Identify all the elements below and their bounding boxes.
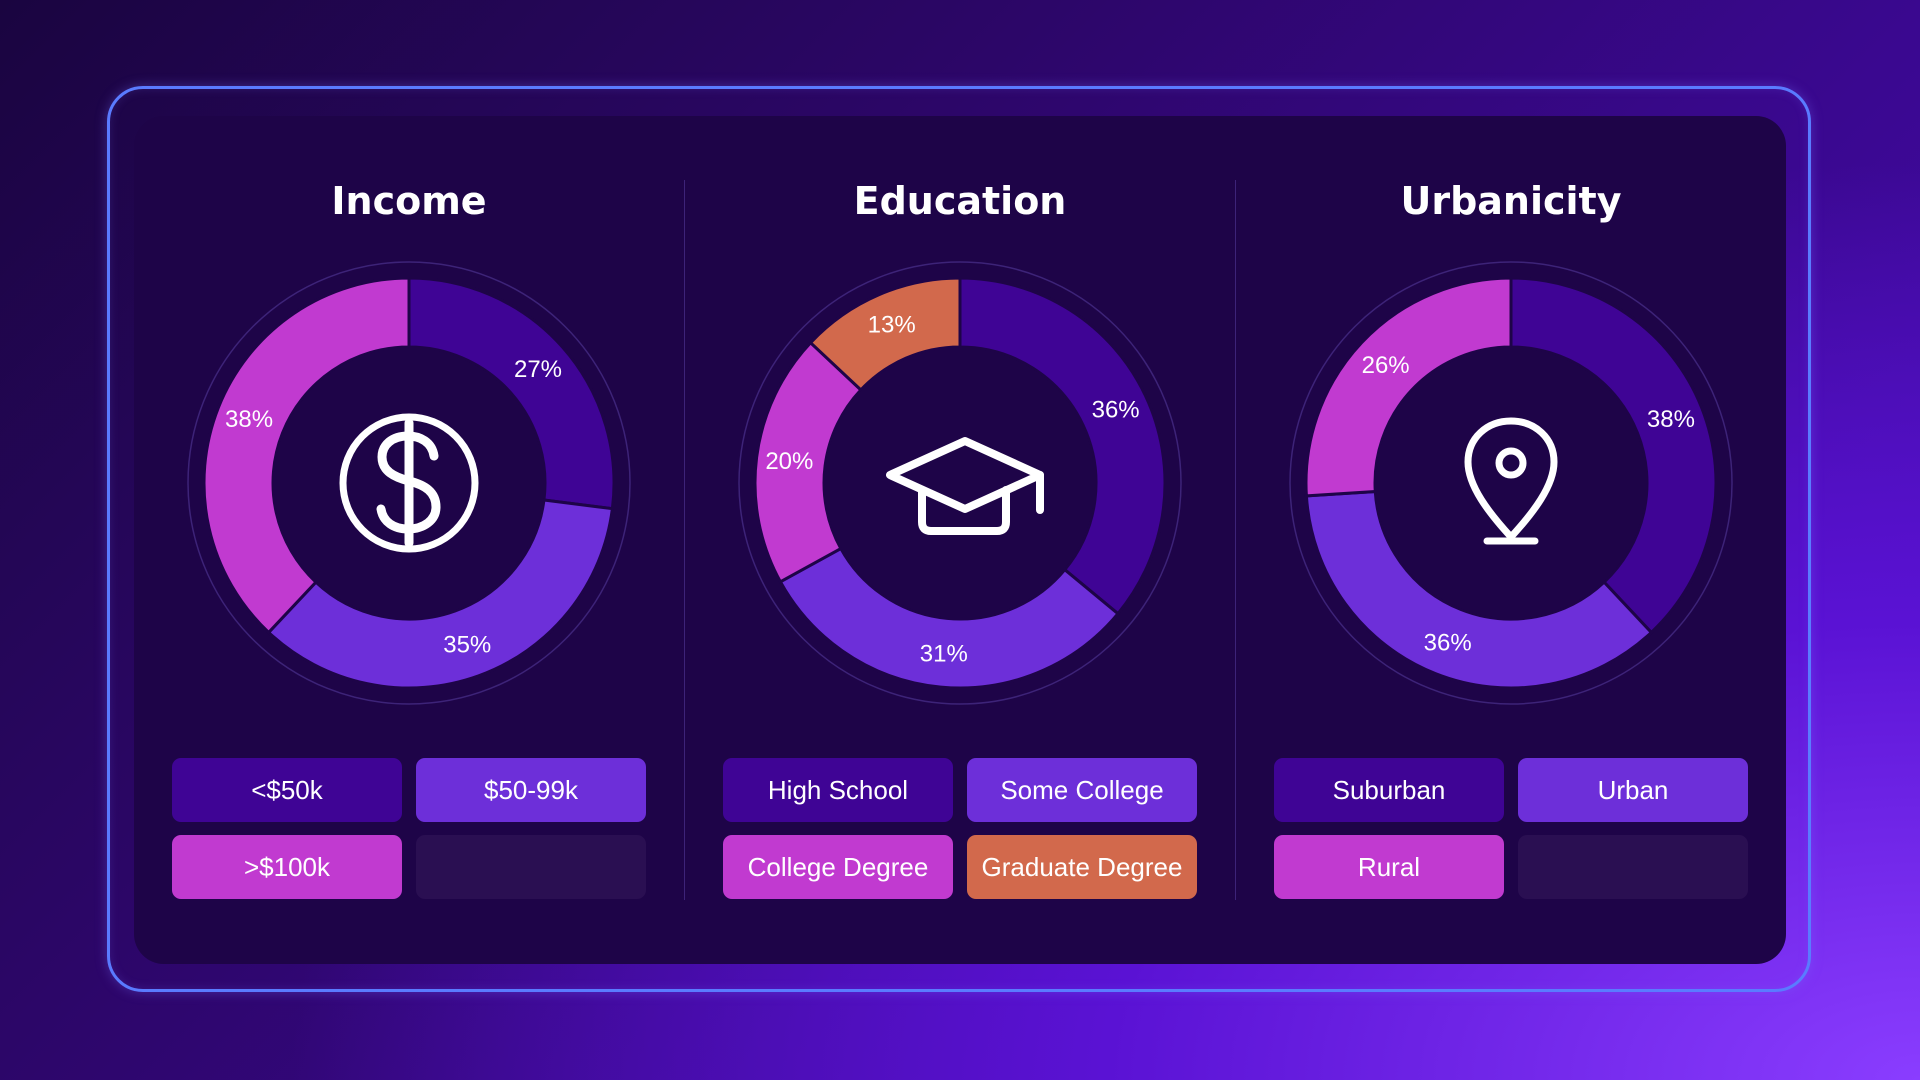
- income-title: Income: [331, 179, 487, 223]
- legend-item-over-100k[interactable]: >$100k: [172, 835, 402, 899]
- data-label-50-99k: 35%: [443, 631, 491, 658]
- education-panel: Education 36% 31% 20% 13% High School Some …: [685, 0, 1235, 1080]
- legend-item-suburban[interactable]: Suburban: [1274, 758, 1504, 822]
- legend-empty-slot: [416, 835, 646, 899]
- graduation-cap-icon: [886, 437, 1044, 535]
- dollar-icon: [339, 413, 479, 553]
- panel-divider: [684, 180, 685, 900]
- income-panel: Income 27% 35% 38% <$50k $50-99k >$100k: [134, 0, 684, 1080]
- data-label-suburban: 38%: [1647, 406, 1695, 433]
- donut-segment-some-college: [778, 546, 1121, 690]
- legend-item-some-college[interactable]: Some College: [967, 758, 1197, 822]
- education-title: Education: [853, 179, 1067, 223]
- data-label-100k: 38%: [225, 406, 273, 433]
- donut-segment-100k: [202, 276, 411, 635]
- donut-outer-ring: [738, 261, 1182, 705]
- income-donut-chart: 27% 35% 38%: [187, 261, 631, 705]
- urbanicity-donut-chart: 38% 36% 26%: [1289, 261, 1733, 705]
- legend-item-high-school[interactable]: High School: [723, 758, 953, 822]
- donut-segment-graduate-degree: [808, 276, 962, 393]
- data-label-some-college: 31%: [920, 641, 968, 668]
- donut-hole: [825, 348, 1095, 618]
- data-label-rural: 26%: [1362, 352, 1410, 379]
- location-pin-icon: [1464, 417, 1558, 545]
- education-donut-chart: 36% 31% 20% 13%: [738, 261, 1182, 705]
- data-label-urban: 36%: [1424, 629, 1472, 656]
- outer-frame: [107, 86, 1811, 992]
- donut-segment-high-school: [958, 276, 1167, 616]
- data-label-graduate-degree: 13%: [868, 312, 916, 339]
- legend-item-college-degree[interactable]: College Degree: [723, 835, 953, 899]
- legend-item-50-99k[interactable]: $50-99k: [416, 758, 646, 822]
- donut-segment-suburban: [1509, 276, 1718, 635]
- legend-item-graduate-degree[interactable]: Graduate Degree: [967, 835, 1197, 899]
- legend-item-urban[interactable]: Urban: [1518, 758, 1748, 822]
- urbanicity-panel: Urbanicity 38% 36% 26% Suburban Urban Rura…: [1236, 0, 1786, 1080]
- data-label-50k: 27%: [514, 356, 562, 383]
- donut-segment-rural: [1304, 276, 1513, 498]
- donut-outer-ring: [187, 261, 631, 705]
- donut-segment-50k: [407, 276, 616, 511]
- data-label-high-school: 36%: [1092, 396, 1140, 423]
- donut-segment-50-99k: [266, 498, 615, 690]
- panel-divider: [1235, 180, 1236, 900]
- legend-empty-slot: [1518, 835, 1748, 899]
- donut-hole: [1376, 348, 1646, 618]
- urbanicity-title: Urbanicity: [1400, 179, 1622, 223]
- legend-item-rural[interactable]: Rural: [1274, 835, 1504, 899]
- donut-outer-ring: [1289, 261, 1733, 705]
- legend-item-under-50k[interactable]: <$50k: [172, 758, 402, 822]
- data-label-college-degree: 20%: [765, 448, 813, 475]
- donut-segment-urban: [1304, 489, 1654, 690]
